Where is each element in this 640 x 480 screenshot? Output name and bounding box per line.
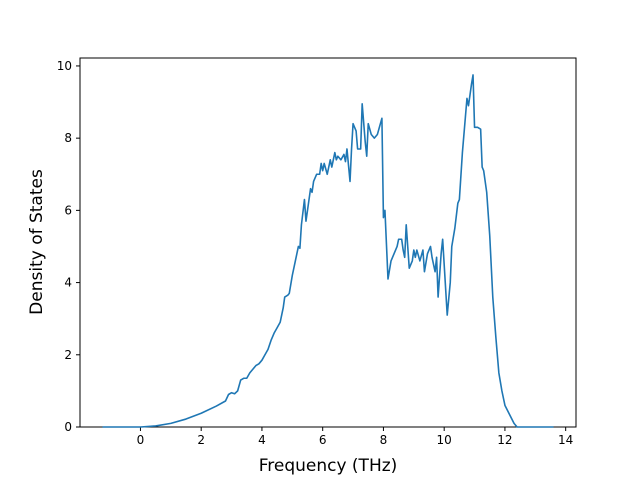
x-tick-label: 0 <box>137 433 145 447</box>
y-tick-label: 8 <box>64 131 72 145</box>
y-tick-label: 4 <box>64 276 72 290</box>
y-tick-label: 2 <box>64 348 72 362</box>
x-tick-label: 6 <box>319 433 327 447</box>
x-tick-label: 8 <box>380 433 388 447</box>
y-tick-label: 10 <box>57 59 72 73</box>
y-tick-label: 6 <box>64 203 72 217</box>
x-tick-label: 2 <box>197 433 205 447</box>
x-axis-label: Frequency (THz) <box>259 456 398 476</box>
x-tick-label: 4 <box>258 433 266 447</box>
line <box>102 74 554 428</box>
x-tick-label: 14 <box>558 433 573 447</box>
y-axis-label: Density of States <box>27 169 47 315</box>
y-tick-label: 0 <box>64 420 72 434</box>
x-tick-label: 10 <box>437 433 452 447</box>
plot-frame <box>79 57 577 428</box>
x-tick-label: 12 <box>497 433 512 447</box>
